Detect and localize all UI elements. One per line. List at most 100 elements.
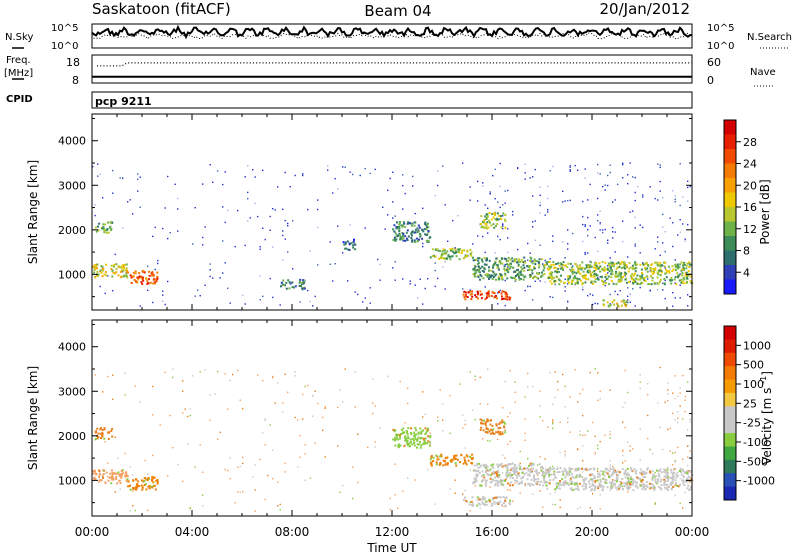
echo-point [560, 263, 563, 266]
echo-point [482, 235, 484, 238]
echo-point [631, 276, 634, 279]
echo-point [312, 415, 314, 417]
echo-point [655, 469, 658, 472]
echo-point [581, 467, 583, 470]
echo-point [506, 295, 508, 298]
echo-point [539, 466, 542, 469]
echo-point [610, 481, 613, 484]
echo-point [277, 481, 279, 483]
echo-point [675, 474, 678, 477]
echo-point [651, 273, 654, 276]
echo-point [500, 462, 503, 465]
echo-point [545, 470, 548, 473]
echo-point [454, 249, 457, 252]
echo-point [287, 251, 289, 253]
echo-point [689, 185, 691, 188]
echo-point [118, 479, 121, 482]
echo-point [496, 484, 499, 487]
echo-point [526, 265, 529, 268]
echo-point [639, 459, 641, 461]
echo-point [113, 272, 116, 275]
echo-point [484, 463, 487, 466]
echo-point [502, 297, 505, 300]
echo-point [544, 474, 547, 477]
echo-point [392, 171, 394, 173]
echo-point [587, 480, 590, 483]
echo-point [424, 427, 427, 430]
echo-point [529, 265, 531, 268]
echo-point [379, 427, 381, 429]
echo-point [282, 230, 284, 232]
echo-point [397, 444, 400, 447]
echo-point [327, 169, 329, 171]
echo-point [603, 304, 606, 307]
nave-tick-high: 60 [707, 56, 721, 69]
echo-point [302, 173, 304, 175]
echo-point [639, 263, 642, 266]
echo-point [548, 475, 551, 478]
echo-point [507, 489, 509, 491]
echo-point [495, 424, 498, 427]
echo-point [574, 487, 577, 490]
echo-point [202, 505, 204, 507]
echo-point [554, 503, 556, 506]
echo-point [119, 177, 121, 179]
echo-point [567, 248, 569, 250]
echo-point [148, 270, 150, 273]
echo-point [472, 503, 475, 506]
echo-point [660, 269, 663, 272]
echo-point [93, 264, 96, 267]
echo-point [640, 281, 643, 284]
echo-point [622, 485, 624, 487]
echo-point [392, 438, 395, 441]
echo-point [379, 279, 381, 281]
echo-point [112, 290, 114, 292]
echo-point [125, 272, 128, 275]
echo-point [576, 481, 578, 484]
echo-point [685, 264, 688, 267]
echo-point [516, 480, 519, 483]
echo-point [404, 225, 407, 228]
echo-point [538, 463, 541, 466]
echo-point [517, 472, 520, 475]
echo-point [239, 465, 241, 468]
echo-point [130, 282, 133, 284]
echo-point [269, 215, 271, 218]
echo-point [629, 293, 631, 296]
echo-point [309, 477, 311, 479]
echo-point [107, 479, 110, 482]
echo-point [462, 493, 464, 495]
echo-point [607, 184, 609, 187]
echo-point [647, 278, 649, 280]
echo-point [244, 244, 246, 247]
echo-point [587, 295, 589, 297]
echo-point [570, 487, 573, 490]
echo-point [399, 380, 401, 383]
echo-point [489, 440, 491, 442]
echo-point [436, 458, 439, 461]
echo-point [481, 265, 484, 268]
echo-point [519, 465, 522, 468]
echo-point [132, 505, 134, 507]
echo-point [455, 454, 458, 457]
echo-point [486, 420, 489, 423]
echo-point [553, 276, 556, 279]
echo-point [484, 286, 486, 288]
echo-point [504, 263, 506, 266]
echo-point [548, 267, 551, 270]
echo-point [125, 267, 128, 270]
echo-point [469, 290, 472, 293]
echo-point [548, 275, 551, 278]
echo-point [442, 419, 444, 421]
echo-point [483, 465, 486, 468]
echo-point [484, 273, 487, 276]
echo-point [490, 269, 493, 272]
echo-point [659, 366, 661, 369]
echo-point [624, 275, 626, 277]
echo-point [264, 419, 266, 421]
echo-point [125, 472, 128, 475]
echo-point [509, 489, 511, 491]
echo-point [140, 275, 143, 278]
echo-point [473, 269, 476, 272]
